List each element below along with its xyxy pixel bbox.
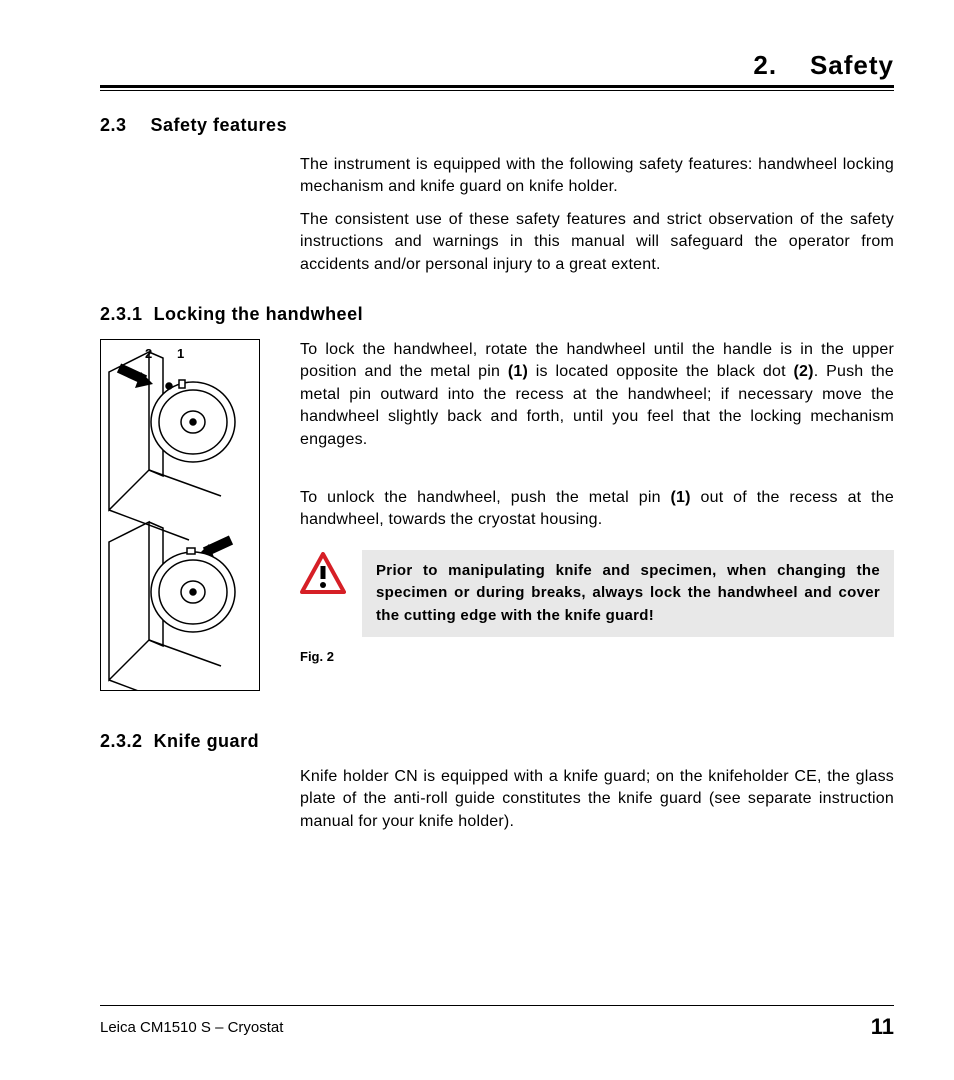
section-2-3-1-content: 2 1: [100, 339, 894, 697]
chapter-title: Safety: [810, 50, 894, 80]
chapter-header: 2. Safety: [100, 50, 894, 88]
section-2-3-title: Safety features: [151, 115, 288, 135]
section-2-3-2-para1: Knife holder CN is equipped with a knife…: [300, 766, 894, 833]
section-2-3-1-para1: To lock the handwheel, rotate the handwh…: [300, 339, 894, 451]
section-2-3-1-text: To lock the handwheel, rotate the handwh…: [300, 339, 894, 664]
section-2-3-para2: The consistent use of these safety featu…: [300, 209, 894, 276]
footer-doc-title: Leica CM1510 S – Cryostat: [100, 1019, 283, 1036]
figure-label-2: 2: [145, 346, 152, 361]
warning-block: Prior to manipulating knife and specimen…: [300, 550, 894, 638]
section-2-3-1-title: Locking the handwheel: [154, 304, 364, 324]
figure-label-1: 1: [177, 346, 184, 361]
section-2-3-2-number: 2.3.2: [100, 731, 143, 751]
figure-2-caption: Fig. 2: [300, 649, 894, 664]
page-footer: Leica CM1510 S – Cryostat 11: [100, 1005, 894, 1040]
section-2-3-1-para2: To unlock the handwheel, push the metal …: [300, 487, 894, 532]
section-2-3-number: 2.3: [100, 115, 145, 136]
figure-2-box: 2 1: [100, 339, 260, 691]
chapter-underline: [100, 90, 894, 91]
chapter-number: 2.: [753, 50, 777, 80]
section-2-3-1-number: 2.3.1: [100, 304, 143, 324]
section-2-3-1-heading: 2.3.1 Locking the handwheel: [100, 304, 894, 325]
warning-text: Prior to manipulating knife and specimen…: [362, 550, 894, 638]
warning-icon: [300, 552, 346, 599]
section-2-3-para1: The instrument is equipped with the foll…: [300, 154, 894, 199]
section-2-3-2-heading: 2.3.2 Knife guard: [100, 731, 894, 752]
handwheel-diagram: [101, 340, 259, 690]
section-2-3-heading: 2.3 Safety features: [100, 115, 894, 136]
section-2-3-2-title: Knife guard: [154, 731, 260, 751]
footer-page-number: 11: [871, 1014, 894, 1040]
figure-column: 2 1: [100, 339, 288, 697]
